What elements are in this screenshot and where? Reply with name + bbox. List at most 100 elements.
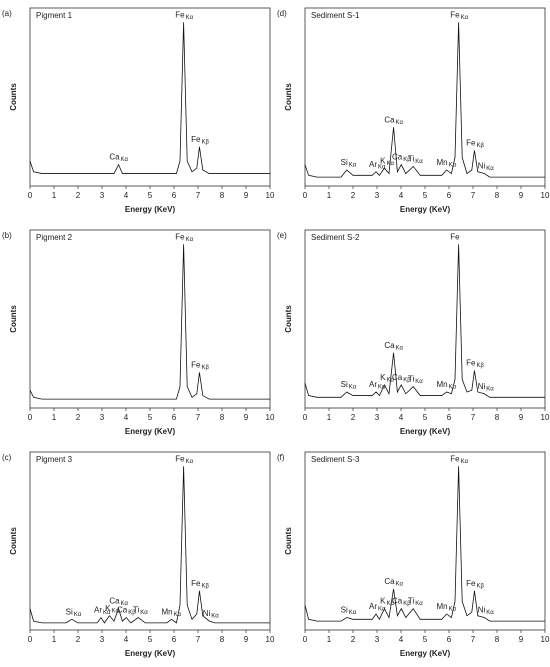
peak-line: Kα <box>396 120 404 126</box>
y-axis-title: Counts <box>284 83 293 111</box>
peak-label: Ar <box>94 606 102 615</box>
peak-label: Ca <box>109 153 120 162</box>
x-tick-label: 6 <box>172 635 177 644</box>
peak-line: Kα <box>186 459 194 465</box>
peak-label: Si <box>341 380 348 389</box>
x-axis-title: Energy (KeV) <box>400 649 451 658</box>
spectrum-line <box>29 466 270 624</box>
peak-line: Kα <box>378 607 386 613</box>
x-tick-label: 9 <box>244 635 249 644</box>
x-tick-label: 1 <box>52 191 57 200</box>
x-tick-label: 4 <box>399 191 404 200</box>
panel: 0 1 2 3 4 5 6 7 8 9 10 Energy (KeV) Counts (f) Sedimen… <box>277 451 550 658</box>
peak-line: Kβ <box>476 583 484 589</box>
peak-label: Fe <box>191 361 201 370</box>
x-tick-label: 3 <box>100 191 105 200</box>
peak-label: Ca <box>117 606 128 615</box>
y-axis-title: Counts <box>9 83 18 111</box>
x-tick-label: 1 <box>327 635 332 644</box>
x-tick-label: 5 <box>148 413 153 422</box>
peak-label: Ni <box>478 382 486 391</box>
peak-line: Kα <box>396 582 404 588</box>
y-axis-title: Counts <box>284 527 293 555</box>
peak-line: Kα <box>386 377 394 383</box>
x-tick-label: 0 <box>28 191 33 200</box>
x-tick-label: 2 <box>76 413 81 422</box>
panel-letter: (c) <box>2 453 12 462</box>
plot-frame <box>29 451 271 631</box>
peak-label: Ca <box>109 597 120 606</box>
peak-label: Mn <box>436 380 447 389</box>
peak-label: Mn <box>436 158 447 167</box>
peak-line: Kα <box>111 608 119 614</box>
x-tick-label: 9 <box>519 635 524 644</box>
peak-label: Ar <box>369 602 377 611</box>
peak-line: Kα <box>378 164 386 170</box>
peak-label: Ni <box>203 609 211 618</box>
x-tick-label: 2 <box>76 191 81 200</box>
x-tick-label: 7 <box>471 413 476 422</box>
x-tick-label: 10 <box>266 191 275 200</box>
peak-line: Kβ <box>476 143 484 149</box>
peak-label: Ti <box>408 597 415 606</box>
spectrum-line <box>29 244 270 400</box>
panel-letter: (f) <box>277 453 285 462</box>
panel-title: Sediment S-2 <box>311 233 360 242</box>
peak-label: Fe <box>175 454 185 463</box>
peak-label: Ca <box>384 115 395 124</box>
peak-line: Kα <box>349 385 357 391</box>
peak-line: Kα <box>140 610 148 616</box>
peak-label: Fe <box>191 135 201 144</box>
peak-line: Kβ <box>201 583 209 589</box>
x-tick-label: 3 <box>375 191 380 200</box>
panel: 0 1 2 3 4 5 6 7 8 9 10 Energy (KeV) Counts (d) Sedimen… <box>277 7 550 214</box>
peak-line: Kβ <box>476 363 484 369</box>
peak-line: Kα <box>461 15 469 21</box>
x-tick-label: 10 <box>266 413 275 422</box>
peak-label: Ti <box>408 375 415 384</box>
peak-label: Ar <box>369 160 377 169</box>
x-tick-label: 9 <box>519 191 524 200</box>
x-tick-label: 1 <box>327 413 332 422</box>
peak-label: Fe <box>450 232 460 241</box>
x-tick-label: 2 <box>351 191 356 200</box>
x-tick-label: 8 <box>495 635 500 644</box>
x-tick-label: 7 <box>196 413 201 422</box>
peak-label: Fe <box>466 579 476 588</box>
peak-label: K <box>380 373 386 382</box>
x-tick-label: 5 <box>423 635 428 644</box>
x-tick-label: 0 <box>28 635 33 644</box>
x-tick-label: 0 <box>303 191 308 200</box>
x-axis-title: Energy (KeV) <box>400 427 451 436</box>
peak-line: Kα <box>486 166 494 172</box>
spectrum-line <box>304 22 545 178</box>
peak-line: Kα <box>396 345 404 351</box>
plot-frame <box>29 7 271 187</box>
peak-line: Kα <box>486 610 494 616</box>
x-tick-label: 0 <box>28 413 33 422</box>
peak-line: Kβ <box>201 365 209 371</box>
peak-label: Fe <box>466 359 476 368</box>
peak-line: Kα <box>461 459 469 465</box>
panel-title: Pigment 3 <box>36 455 73 464</box>
x-tick-label: 8 <box>220 191 225 200</box>
panel: 0 1 2 3 4 5 6 7 8 9 10 Energy (KeV) Counts (c) Pigment… <box>2 451 275 658</box>
x-tick-label: 8 <box>220 413 225 422</box>
peak-line: Kα <box>349 163 357 169</box>
peak-label: Si <box>66 607 73 616</box>
peak-line: Kα <box>186 237 194 243</box>
x-tick-label: 4 <box>124 191 129 200</box>
peak-line: Kα <box>415 379 423 385</box>
panel-title: Pigment 1 <box>36 11 73 20</box>
x-tick-label: 6 <box>447 635 452 644</box>
peak-label: K <box>380 156 386 165</box>
x-tick-label: 7 <box>471 191 476 200</box>
panel: 0 1 2 3 4 5 6 7 8 9 10 Energy (KeV) Counts (e) Sedimen… <box>277 229 550 436</box>
x-tick-label: 5 <box>423 191 428 200</box>
x-axis-title: Energy (KeV) <box>400 205 451 214</box>
x-tick-label: 6 <box>447 191 452 200</box>
peak-line: Kα <box>378 385 386 391</box>
x-tick-label: 1 <box>52 413 57 422</box>
panel-title: Pigment 2 <box>36 233 73 242</box>
peak-label: Mn <box>436 602 447 611</box>
